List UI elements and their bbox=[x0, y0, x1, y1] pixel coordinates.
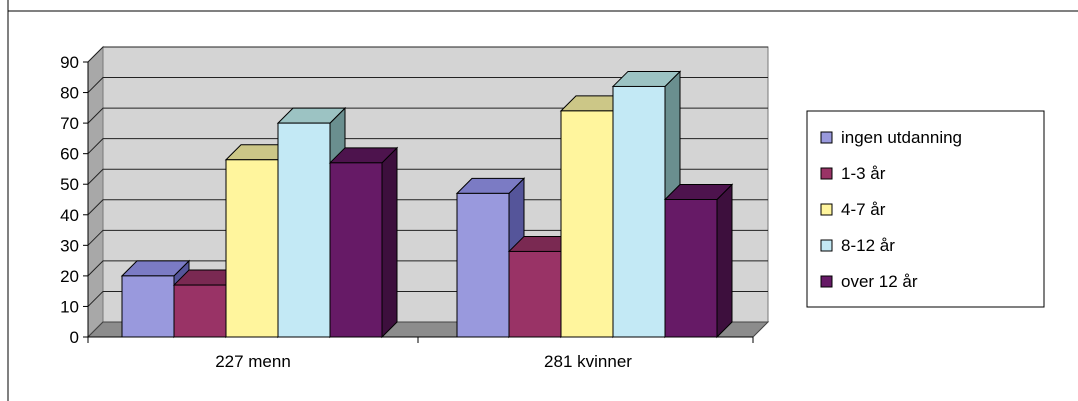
legend-label: over 12 år bbox=[841, 272, 918, 291]
y-tick-label: 40 bbox=[60, 206, 79, 225]
bar-front bbox=[277, 122, 331, 338]
y-tick-label: 30 bbox=[60, 236, 79, 255]
x-category-label: 281 kvinner bbox=[544, 352, 632, 371]
gridline bbox=[87, 107, 768, 124]
bar-front bbox=[121, 275, 175, 338]
gridline bbox=[87, 46, 768, 63]
y-tick-label: 10 bbox=[60, 297, 79, 316]
gridline bbox=[87, 138, 768, 155]
y-tick-label: 50 bbox=[60, 175, 79, 194]
legend-swatch bbox=[820, 275, 833, 288]
legend-label: 4-7 år bbox=[841, 200, 886, 219]
gridline bbox=[87, 199, 768, 216]
legend-label: 8-12 år bbox=[841, 236, 895, 255]
y-tick-label: 60 bbox=[60, 145, 79, 164]
bar-front bbox=[664, 199, 718, 338]
bar-front bbox=[508, 250, 562, 338]
bar-front bbox=[560, 110, 614, 338]
bar-front bbox=[612, 85, 666, 338]
bar-side bbox=[381, 146, 398, 339]
gridline bbox=[87, 229, 768, 246]
legend-swatch bbox=[820, 203, 833, 216]
legend-swatch bbox=[820, 131, 833, 144]
legend-label: ingen utdanning bbox=[841, 128, 962, 147]
bar-front bbox=[456, 192, 510, 338]
legend: ingen utdanning 1-3 år 4-7 år 8-12 år over 1… bbox=[806, 110, 1045, 308]
y-tick-label: 80 bbox=[60, 84, 79, 103]
y-tick-label: 20 bbox=[60, 267, 79, 286]
gridline bbox=[87, 77, 768, 93]
y-axis-ticks: 0 10 20 30 40 50 60 70 80 90 bbox=[60, 53, 88, 347]
bars bbox=[120, 70, 734, 339]
bar-front bbox=[329, 162, 383, 338]
bar bbox=[455, 177, 526, 339]
gridline bbox=[87, 168, 768, 185]
x-category-label: 227 menn bbox=[215, 352, 291, 371]
axes bbox=[87, 62, 754, 343]
legend-box bbox=[806, 110, 1045, 308]
x-axis-labels: 227 menn 281 kvinner bbox=[215, 352, 632, 371]
legend-label: 1-3 år bbox=[841, 164, 886, 183]
y-tick-label: 70 bbox=[60, 114, 79, 133]
bar-side bbox=[716, 183, 733, 339]
y-tick-label: 0 bbox=[70, 328, 79, 347]
legend-swatch bbox=[820, 239, 833, 252]
bar bbox=[328, 146, 399, 339]
bar-front bbox=[173, 284, 227, 338]
bar-front bbox=[225, 159, 279, 338]
bar bbox=[663, 183, 734, 339]
y-tick-label: 90 bbox=[60, 53, 79, 72]
legend-swatch bbox=[820, 167, 833, 180]
